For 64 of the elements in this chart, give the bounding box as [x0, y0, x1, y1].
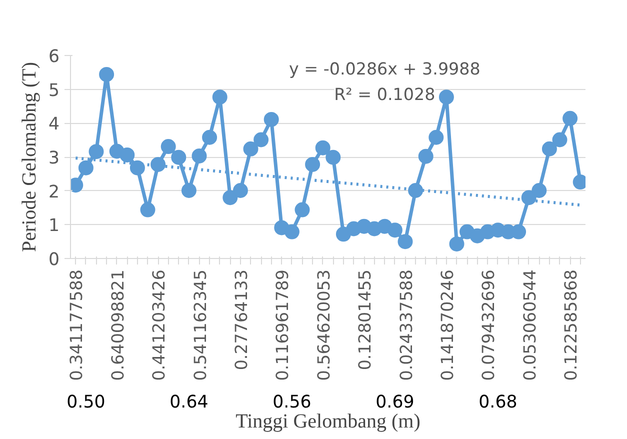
- point: [202, 130, 218, 145]
- point: [511, 224, 526, 240]
- point: [254, 132, 269, 148]
- y-tick-label: 2: [48, 182, 60, 202]
- point: [438, 90, 454, 105]
- x-tick-label: 0.116961789: [273, 269, 292, 381]
- point: [315, 140, 330, 156]
- point: [181, 183, 196, 198]
- point: [562, 110, 578, 126]
- x-axis-title: Tinggi Gelombang (m): [236, 410, 420, 432]
- point: [150, 156, 166, 172]
- point: [398, 234, 413, 250]
- point: [532, 183, 547, 198]
- y-axis-title: Periode Gelomabng (T): [18, 62, 40, 252]
- annotation: y = -0.0286x + 3.9988: [288, 60, 480, 79]
- text: 0.56: [272, 392, 312, 412]
- point: [305, 156, 320, 172]
- x-tick-label: 0.12801455: [356, 270, 375, 370]
- point: [284, 224, 300, 240]
- point: [387, 222, 402, 238]
- x-tick-label: 0.564620053: [314, 269, 334, 381]
- y-tick-label: 4: [48, 114, 60, 135]
- text: 0.69: [376, 392, 414, 412]
- point: [264, 112, 279, 127]
- y-tick-label: 0: [48, 250, 60, 270]
- x-tick-label: 0.341177588: [67, 269, 86, 381]
- text: 0.68: [478, 392, 518, 412]
- point: [232, 183, 248, 198]
- point: [428, 130, 444, 145]
- point: [294, 202, 310, 218]
- y-tick-label: 6: [48, 47, 60, 67]
- text: 0.50: [66, 392, 106, 412]
- x-tick-label: 0.27764133: [232, 270, 251, 370]
- x-tick-label: 0.122585868: [562, 269, 581, 381]
- point: [326, 150, 341, 165]
- point: [243, 141, 258, 156]
- x-tick-label: 0.640098821: [108, 269, 128, 381]
- point: [130, 160, 145, 176]
- point: [88, 144, 104, 160]
- point: [552, 132, 568, 148]
- x-tick-label: 0.079432696: [479, 269, 498, 381]
- text: 0.64: [170, 392, 208, 412]
- y-tick-label: 5: [48, 80, 60, 101]
- point: [160, 139, 176, 154]
- x-tick-label: 0.024337588: [396, 269, 416, 381]
- point: [140, 202, 156, 218]
- point: [212, 90, 228, 105]
- x-tick-label: 0.141870246: [438, 269, 457, 381]
- x-tick-label: 0.441203426: [150, 269, 169, 381]
- point: [222, 190, 238, 206]
- y-tick-label: 1: [48, 216, 60, 236]
- point: [99, 66, 114, 82]
- point: [78, 160, 94, 176]
- point: [408, 183, 424, 198]
- point: [192, 148, 207, 164]
- point: [449, 236, 464, 252]
- y-tick-label: 3: [48, 148, 60, 168]
- annotation: R² = 0.1028: [334, 84, 436, 104]
- x-tick-label: 0.053060544: [520, 269, 540, 381]
- x-tick-label: 0.541162345: [190, 269, 210, 381]
- point: [171, 150, 186, 165]
- point: [542, 141, 557, 156]
- point: [418, 148, 434, 164]
- point: [120, 147, 135, 162]
